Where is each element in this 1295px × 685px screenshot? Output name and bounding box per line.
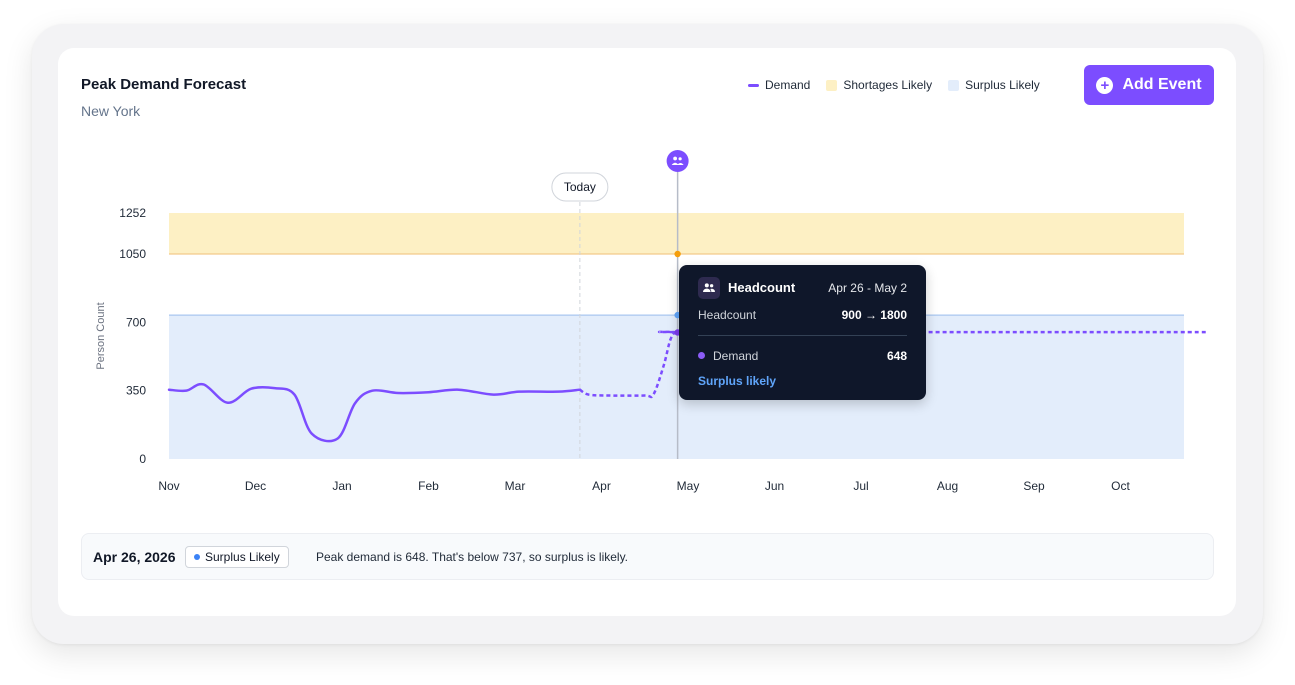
x-tick-label: Sep [1023, 479, 1045, 493]
x-tick-label: Aug [937, 479, 958, 493]
tooltip-divider [698, 335, 907, 336]
x-tick-label: Jan [332, 479, 351, 493]
x-tick-label: Dec [245, 479, 266, 493]
today-label: Today [564, 180, 596, 194]
demand-forecast-line [579, 330, 1208, 399]
add-event-button[interactable]: + Add Event [1084, 65, 1214, 105]
legend-surplus-swatch [948, 79, 960, 91]
event-marker-0 [674, 250, 681, 258]
y-tick-label: 0 [139, 452, 146, 466]
add-event-label: Add Event [1122, 76, 1202, 93]
legend-shortages-swatch [826, 79, 838, 91]
summary-bar: Apr 26, 2026 Surplus Likely Peak demand … [81, 533, 1214, 580]
event-users-icon-head-b [678, 157, 682, 161]
y-tick-label: 350 [126, 384, 146, 398]
event-users-icon [666, 150, 689, 172]
x-tick-label: Jun [765, 479, 784, 493]
y-axis-label: Person Count [95, 302, 107, 369]
legend-shortages[interactable]: Shortages Likely [826, 78, 932, 92]
plus-circle-icon: + [1096, 76, 1114, 94]
event-tooltip: Headcount Apr 26 - May 2 Headcount 900 →… [679, 265, 926, 400]
status-badge: Surplus Likely [185, 546, 289, 568]
legend-surplus-label: Surplus Likely [965, 78, 1040, 92]
tooltip-demand-value: 648 [886, 349, 907, 363]
tooltip-demand-label: Demand [698, 349, 758, 363]
x-tick-label: Jul [853, 479, 868, 493]
x-tick-label: Oct [1111, 479, 1130, 493]
x-tick-label: Mar [505, 479, 526, 493]
legend-shortages-label: Shortages Likely [843, 78, 933, 92]
legend-demand-label: Demand [765, 78, 811, 92]
chart-legend: Demand Shortages Likely Surplus Likely [748, 78, 1056, 92]
y-tick-label: 1252 [119, 206, 146, 220]
x-tick-label: May [677, 479, 700, 493]
legend-demand-swatch [748, 83, 759, 87]
x-tick-label: Nov [158, 479, 179, 493]
tooltip-title: Headcount [728, 280, 796, 295]
y-tick-label: 1050 [119, 247, 146, 261]
tooltip-status: Surplus likely [698, 374, 777, 388]
band-shortages [169, 213, 1184, 254]
x-tick-label: Feb [418, 479, 439, 493]
y-tick-label: 700 [126, 315, 146, 329]
chart-title: Peak Demand Forecast [81, 76, 247, 93]
band-surplus [169, 315, 1184, 459]
tooltip-date-range: Apr 26 - May 2 [828, 281, 907, 295]
x-tick-label: Apr [592, 479, 611, 493]
legend-demand[interactable]: Demand [748, 78, 810, 92]
event-users-icon-head-a [673, 156, 678, 161]
tooltip-headcount-label: Headcount [698, 308, 757, 322]
demand-dot-icon [698, 352, 705, 359]
status-dot-icon [194, 554, 200, 560]
tooltip-headcount-value: 900 → 1800 [841, 308, 907, 322]
summary-message: Peak demand is 648. That's below 737, so… [316, 550, 629, 564]
today-pill [551, 172, 609, 202]
legend-surplus[interactable]: Surplus Likely [948, 78, 1040, 92]
summary-date: Apr 26, 2026 [93, 549, 176, 565]
users-icon [698, 277, 720, 299]
demand-actual-line [167, 382, 582, 443]
chart-subtitle: New York [81, 103, 141, 119]
event-users-icon-body [671, 162, 684, 165]
